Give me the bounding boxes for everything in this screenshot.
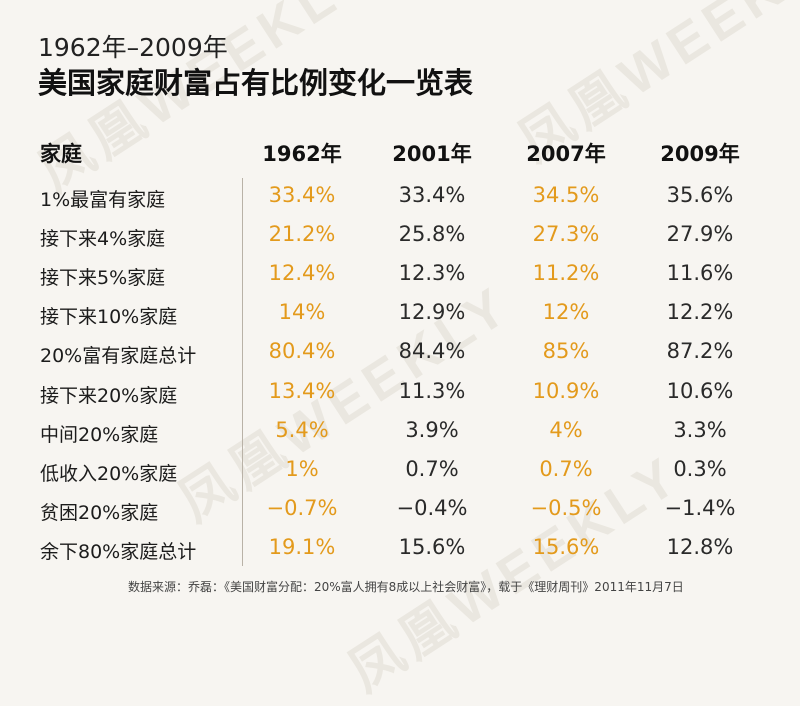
table-cell: 3.3% [673,417,727,442]
table-cell: 4% [549,417,583,442]
table-cell: 10.6% [666,378,734,403]
row-label: 中间20%家庭 [40,423,159,446]
wealth-table: 家庭 1962年 2001年 2007年 2009年 1%最富有家庭 33.4% 33.4%… [40,142,740,566]
table-cell: 25.8% [398,222,466,247]
row-label: 贫困20%家庭 [40,501,159,524]
row-label: 低收入20%家庭 [40,462,178,485]
table-cell: 10.9% [532,378,600,403]
chart-title: 美国家庭财富占有比例变化一览表 [38,66,474,100]
table-cell: 12% [542,300,590,325]
table-cell: 12.4% [268,261,336,286]
table-cell: 0.7% [539,456,593,481]
table-cell: −0.7% [266,495,338,520]
table-cell: 80.4% [268,339,336,364]
table-cell: 85% [542,339,590,364]
table-cell: 21.2% [268,222,336,247]
table-cell: 0.7% [405,456,459,481]
table-cell: 12.8% [666,534,734,559]
table-cell: 34.5% [532,183,600,207]
table-cell: 14% [278,300,326,325]
row-label: 接下来5%家庭 [40,267,166,290]
table-cell: 15.6% [398,534,466,559]
row-label: 接下来4%家庭 [40,228,166,251]
source-note: 数据来源：乔磊：《美国财富分配：20%富人拥有8成以上社会财富》，载于《理财周刊… [128,580,684,594]
column-header-1962: 1962年 [262,142,342,166]
table-cell: 27.9% [666,222,734,247]
table-cell: 5.4% [275,417,329,442]
column-divider [242,178,243,566]
table-cell: 33.4% [398,183,466,207]
table-cell: 27.3% [532,222,600,247]
table-cell: 15.6% [532,534,600,559]
column-header-2007: 2007年 [526,142,606,166]
table-cell: 1% [285,456,319,481]
table-cell: 0.3% [673,456,727,481]
table-cell: 12.9% [398,300,466,325]
table-cell: −0.4% [396,495,468,520]
table-cell: 84.4% [398,339,466,364]
row-label: 20%富有家庭总计 [40,345,197,368]
column-header-2009: 2009年 [660,142,740,166]
chart-subtitle: 1962年–2009年 [38,33,228,62]
table-cell: 12.3% [398,261,466,286]
table-cell: 33.4% [268,183,336,207]
table-cell: −1.4% [664,495,736,520]
row-label: 余下80%家庭总计 [40,540,197,563]
row-label: 接下来20%家庭 [40,384,178,407]
table-cell: 87.2% [666,339,734,364]
column-header-2001: 2001年 [392,142,472,166]
table-cell: 11.6% [666,261,734,286]
table-cell: 35.6% [666,183,734,207]
table-cell: −0.5% [530,495,602,520]
table-cell: 11.2% [532,261,600,286]
table-cell: 3.9% [405,417,459,442]
table-cell: 13.4% [268,378,336,403]
table-cell: 12.2% [666,300,734,325]
row-header: 家庭 [40,142,82,166]
table-cell: 11.3% [398,378,466,403]
row-label: 接下来10%家庭 [40,306,178,329]
table-cell: 19.1% [268,534,336,559]
row-label: 1%最富有家庭 [40,189,166,211]
